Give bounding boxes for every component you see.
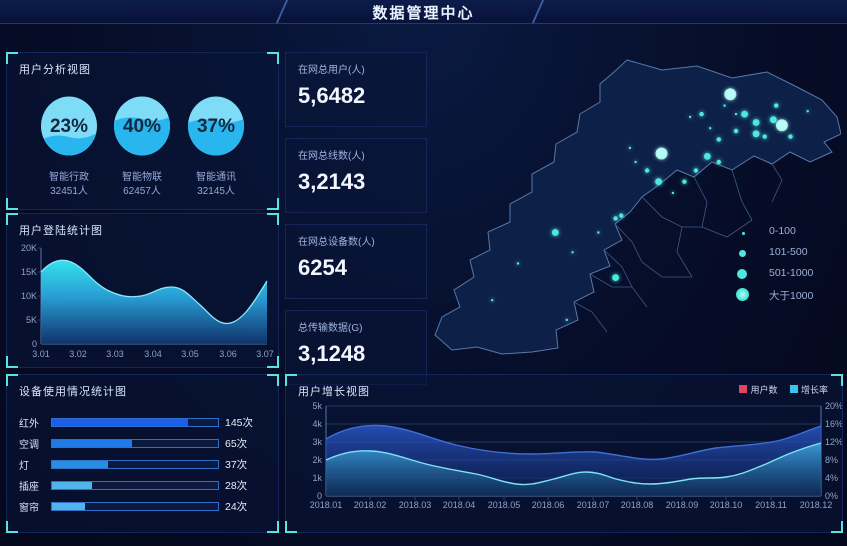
svg-text:20K: 20K bbox=[21, 243, 37, 253]
svg-text:1k: 1k bbox=[312, 473, 322, 483]
svg-text:2018.12: 2018.12 bbox=[800, 500, 833, 510]
svg-text:2018.09: 2018.09 bbox=[666, 500, 699, 510]
svg-text:8%: 8% bbox=[825, 455, 838, 465]
svg-text:5K: 5K bbox=[26, 315, 37, 325]
svg-text:4k: 4k bbox=[312, 419, 322, 429]
svg-text:37%: 37% bbox=[197, 116, 235, 137]
svg-text:12%: 12% bbox=[825, 437, 842, 447]
svg-text:2018.05: 2018.05 bbox=[488, 500, 521, 510]
svg-text:15K: 15K bbox=[21, 267, 37, 277]
svg-text:2018.03: 2018.03 bbox=[399, 500, 432, 510]
svg-text:2018.01: 2018.01 bbox=[310, 500, 343, 510]
svg-text:4%: 4% bbox=[825, 473, 838, 483]
svg-text:3.07: 3.07 bbox=[256, 349, 274, 359]
svg-text:2018.04: 2018.04 bbox=[443, 500, 476, 510]
svg-text:3.03: 3.03 bbox=[106, 349, 124, 359]
svg-text:2018.06: 2018.06 bbox=[532, 500, 565, 510]
svg-text:3k: 3k bbox=[312, 437, 322, 447]
svg-text:2018.08: 2018.08 bbox=[621, 500, 654, 510]
svg-text:5k: 5k bbox=[312, 401, 322, 411]
svg-text:2k: 2k bbox=[312, 455, 322, 465]
svg-text:0: 0 bbox=[32, 339, 37, 349]
svg-text:3.01: 3.01 bbox=[32, 349, 50, 359]
svg-text:2018.02: 2018.02 bbox=[354, 500, 387, 510]
svg-text:3.02: 3.02 bbox=[69, 349, 87, 359]
svg-text:23%: 23% bbox=[50, 116, 88, 137]
svg-text:3.04: 3.04 bbox=[144, 349, 162, 359]
svg-text:20%: 20% bbox=[825, 401, 842, 411]
svg-text:3.06: 3.06 bbox=[219, 349, 237, 359]
svg-text:2018.11: 2018.11 bbox=[755, 500, 787, 510]
svg-text:40%: 40% bbox=[123, 116, 161, 137]
svg-text:16%: 16% bbox=[825, 419, 842, 429]
svg-text:3.05: 3.05 bbox=[181, 349, 199, 359]
svg-text:2018.07: 2018.07 bbox=[577, 500, 610, 510]
svg-text:2018.10: 2018.10 bbox=[710, 500, 743, 510]
svg-text:10K: 10K bbox=[21, 291, 37, 301]
